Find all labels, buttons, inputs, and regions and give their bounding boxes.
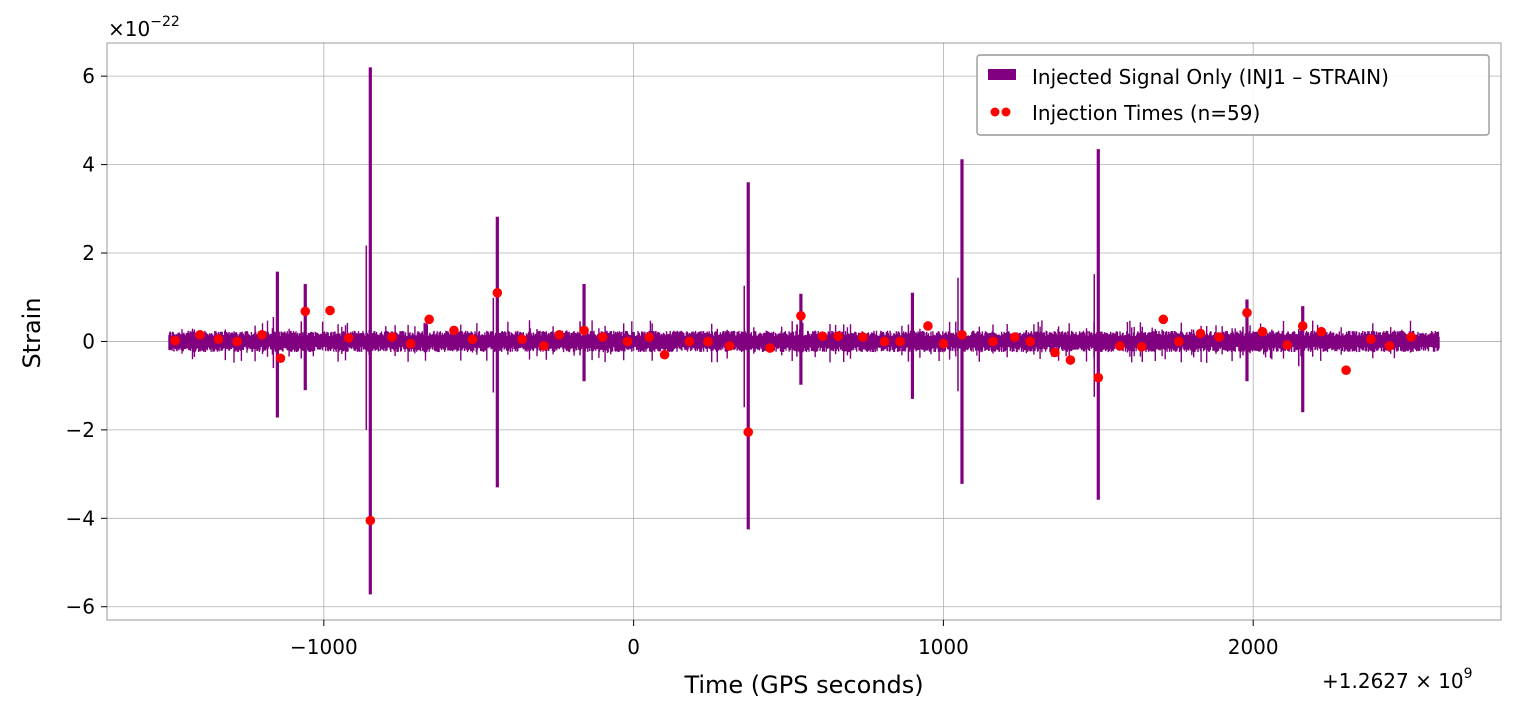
injection-point-19: [597, 332, 608, 342]
legend-swatch-signal: [988, 69, 1016, 80]
x-offset-label: +1.2627 × 109: [1322, 666, 1473, 693]
injection-point-2: [213, 334, 224, 345]
injection-point-36: [988, 336, 998, 347]
injection-point-24: [703, 336, 713, 347]
legend-marker-points-a: [990, 107, 1000, 117]
x-tick-label-3: 2000: [1228, 635, 1279, 659]
injection-point-3: [232, 336, 242, 347]
injection-point-49: [1257, 326, 1268, 337]
injection-point-27: [796, 311, 806, 321]
injection-point-29: [833, 331, 843, 341]
injection-point-15: [517, 334, 527, 345]
y-tick-label-4: 2: [82, 241, 95, 265]
injection-point-16: [538, 341, 549, 351]
injection-point-23: [684, 336, 695, 347]
y-tick-label-3: 0: [82, 329, 95, 353]
injection-point-5: [275, 353, 286, 364]
injection-point-28: [817, 331, 828, 341]
y-tick-label-0: −6: [66, 595, 95, 619]
y-tick-label-6: 6: [82, 64, 95, 88]
x-tick-label-0: −1000: [290, 635, 358, 659]
injection-point-45: [1174, 336, 1184, 347]
injection-point-21: [644, 332, 654, 342]
injection-point-12: [449, 325, 459, 336]
injection-point-32: [895, 336, 905, 347]
injection-point-0: [170, 335, 180, 346]
injection-point-20: [622, 336, 633, 347]
axis-ticks: −1000 0 1000 2000 −6 −4 −2 0 2 4 6: [66, 64, 1279, 659]
y-scale-label: ×10−22: [108, 14, 180, 41]
injection-point-47: [1214, 332, 1224, 342]
y-tick-label-5: 4: [82, 153, 95, 177]
y-axis-title: Strain: [18, 297, 46, 368]
legend-marker-points-b: [1001, 107, 1011, 117]
injection-point-9: [387, 332, 397, 342]
injection-point-55: [1384, 341, 1395, 351]
injection-point-26: [765, 343, 775, 353]
injection-point-46: [1195, 328, 1206, 339]
y-tick-label-2: −2: [66, 418, 95, 442]
injection-point-53: [1341, 365, 1351, 375]
injection-point-35: [957, 330, 967, 340]
injection-point-38: [1025, 336, 1035, 347]
injection-point-56: [1406, 332, 1416, 342]
injection-point-41: [1093, 372, 1104, 383]
injection-point-10: [405, 338, 416, 349]
injection-points: [170, 288, 1416, 526]
injection-point-4: [257, 330, 267, 340]
injection-point-42: [1115, 341, 1125, 351]
injection-point-25: [724, 341, 735, 351]
injection-point-8: [343, 333, 354, 343]
injection-point-40: [1065, 355, 1076, 365]
injection-point-14: [492, 288, 503, 298]
injection-point-13: [467, 334, 478, 345]
legend: Injected Signal Only (INJ1 – STRAIN) Inj…: [976, 54, 1490, 136]
x-tick-label-1: 0: [627, 635, 640, 659]
injection-point-48: [1242, 307, 1252, 318]
legend-label-signal: Injected Signal Only (INJ1 – STRAIN): [1032, 65, 1389, 89]
injection-point-52: [1316, 326, 1327, 337]
injection-point-6: [300, 306, 311, 317]
injection-point-39: [1050, 347, 1060, 358]
legend-box: [976, 54, 1490, 136]
injection-point-44: [1158, 314, 1169, 325]
injection-point-51: [1297, 321, 1308, 331]
injection-point-50: [1282, 340, 1293, 350]
x-axis-title: Time (GPS seconds): [683, 671, 923, 699]
legend-label-points: Injection Times (n=59): [1032, 101, 1260, 125]
injection-point-54: [1366, 334, 1376, 345]
injection-point-extra-0: [365, 515, 376, 526]
injection-point-1: [195, 330, 205, 340]
injection-point-30: [858, 332, 868, 342]
injection-point-18: [579, 325, 589, 336]
injection-point-22: [659, 349, 670, 360]
injection-point-extra-1: [743, 427, 754, 437]
x-tick-label-2: 1000: [918, 635, 969, 659]
injection-point-17: [554, 330, 565, 340]
injection-point-7: [325, 305, 335, 316]
injection-point-37: [1009, 332, 1020, 342]
injection-point-43: [1136, 341, 1147, 352]
y-tick-label-1: −4: [66, 506, 95, 530]
injection-point-11: [424, 314, 434, 325]
injection-point-34: [938, 338, 949, 349]
plot-area: [107, 43, 1501, 620]
injection-point-33: [923, 321, 933, 331]
injection-point-31: [879, 336, 890, 347]
plot-frame: [106, 42, 1502, 621]
